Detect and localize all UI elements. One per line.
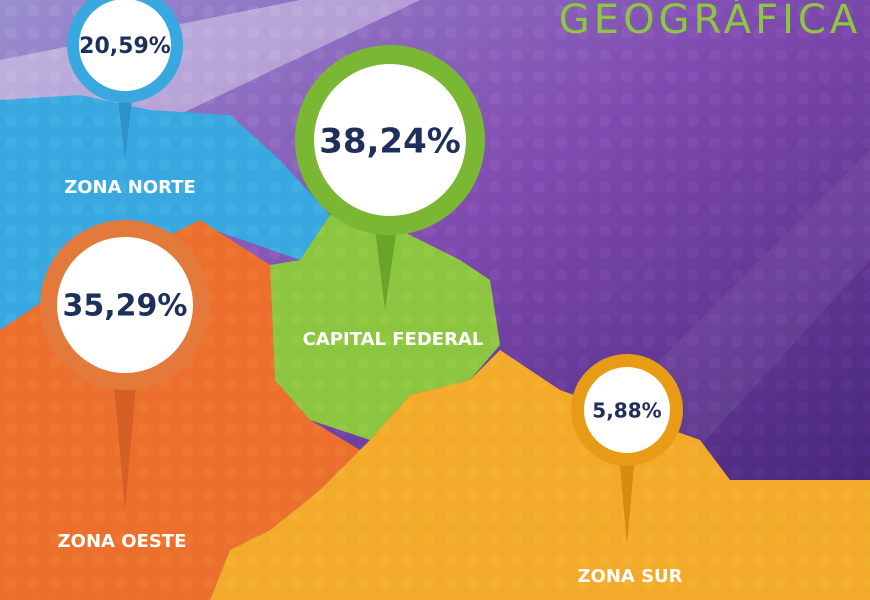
pin-norte: 20,59% ZONA NORTE bbox=[64, 0, 196, 198]
region-label: ZONA SUR bbox=[577, 566, 682, 587]
region-label: ZONA OESTE bbox=[58, 531, 187, 552]
pin-stem bbox=[113, 375, 137, 510]
pin-oeste: 35,29% ZONA OESTE bbox=[40, 220, 210, 552]
pin-stem bbox=[619, 455, 635, 545]
region-label: CAPITAL FEDERAL bbox=[303, 329, 484, 350]
pin-face bbox=[584, 367, 670, 453]
pin-stem bbox=[117, 90, 133, 160]
percent: 35,29% bbox=[63, 289, 188, 324]
percent: 38,24% bbox=[319, 122, 461, 162]
pin-face bbox=[314, 64, 466, 216]
percent: 20,59% bbox=[79, 34, 171, 59]
percent: 5,88% bbox=[592, 399, 661, 423]
region-label: ZONA NORTE bbox=[64, 177, 196, 198]
pin-face bbox=[57, 237, 193, 373]
title: GEOGRÁFICA bbox=[559, 0, 861, 43]
pin-sur: 5,88% ZONA SUR bbox=[571, 354, 683, 587]
pin-face bbox=[79, 0, 171, 91]
pin-stem bbox=[374, 220, 398, 310]
pin-capital: 38,24% CAPITAL FEDERAL bbox=[295, 45, 485, 350]
